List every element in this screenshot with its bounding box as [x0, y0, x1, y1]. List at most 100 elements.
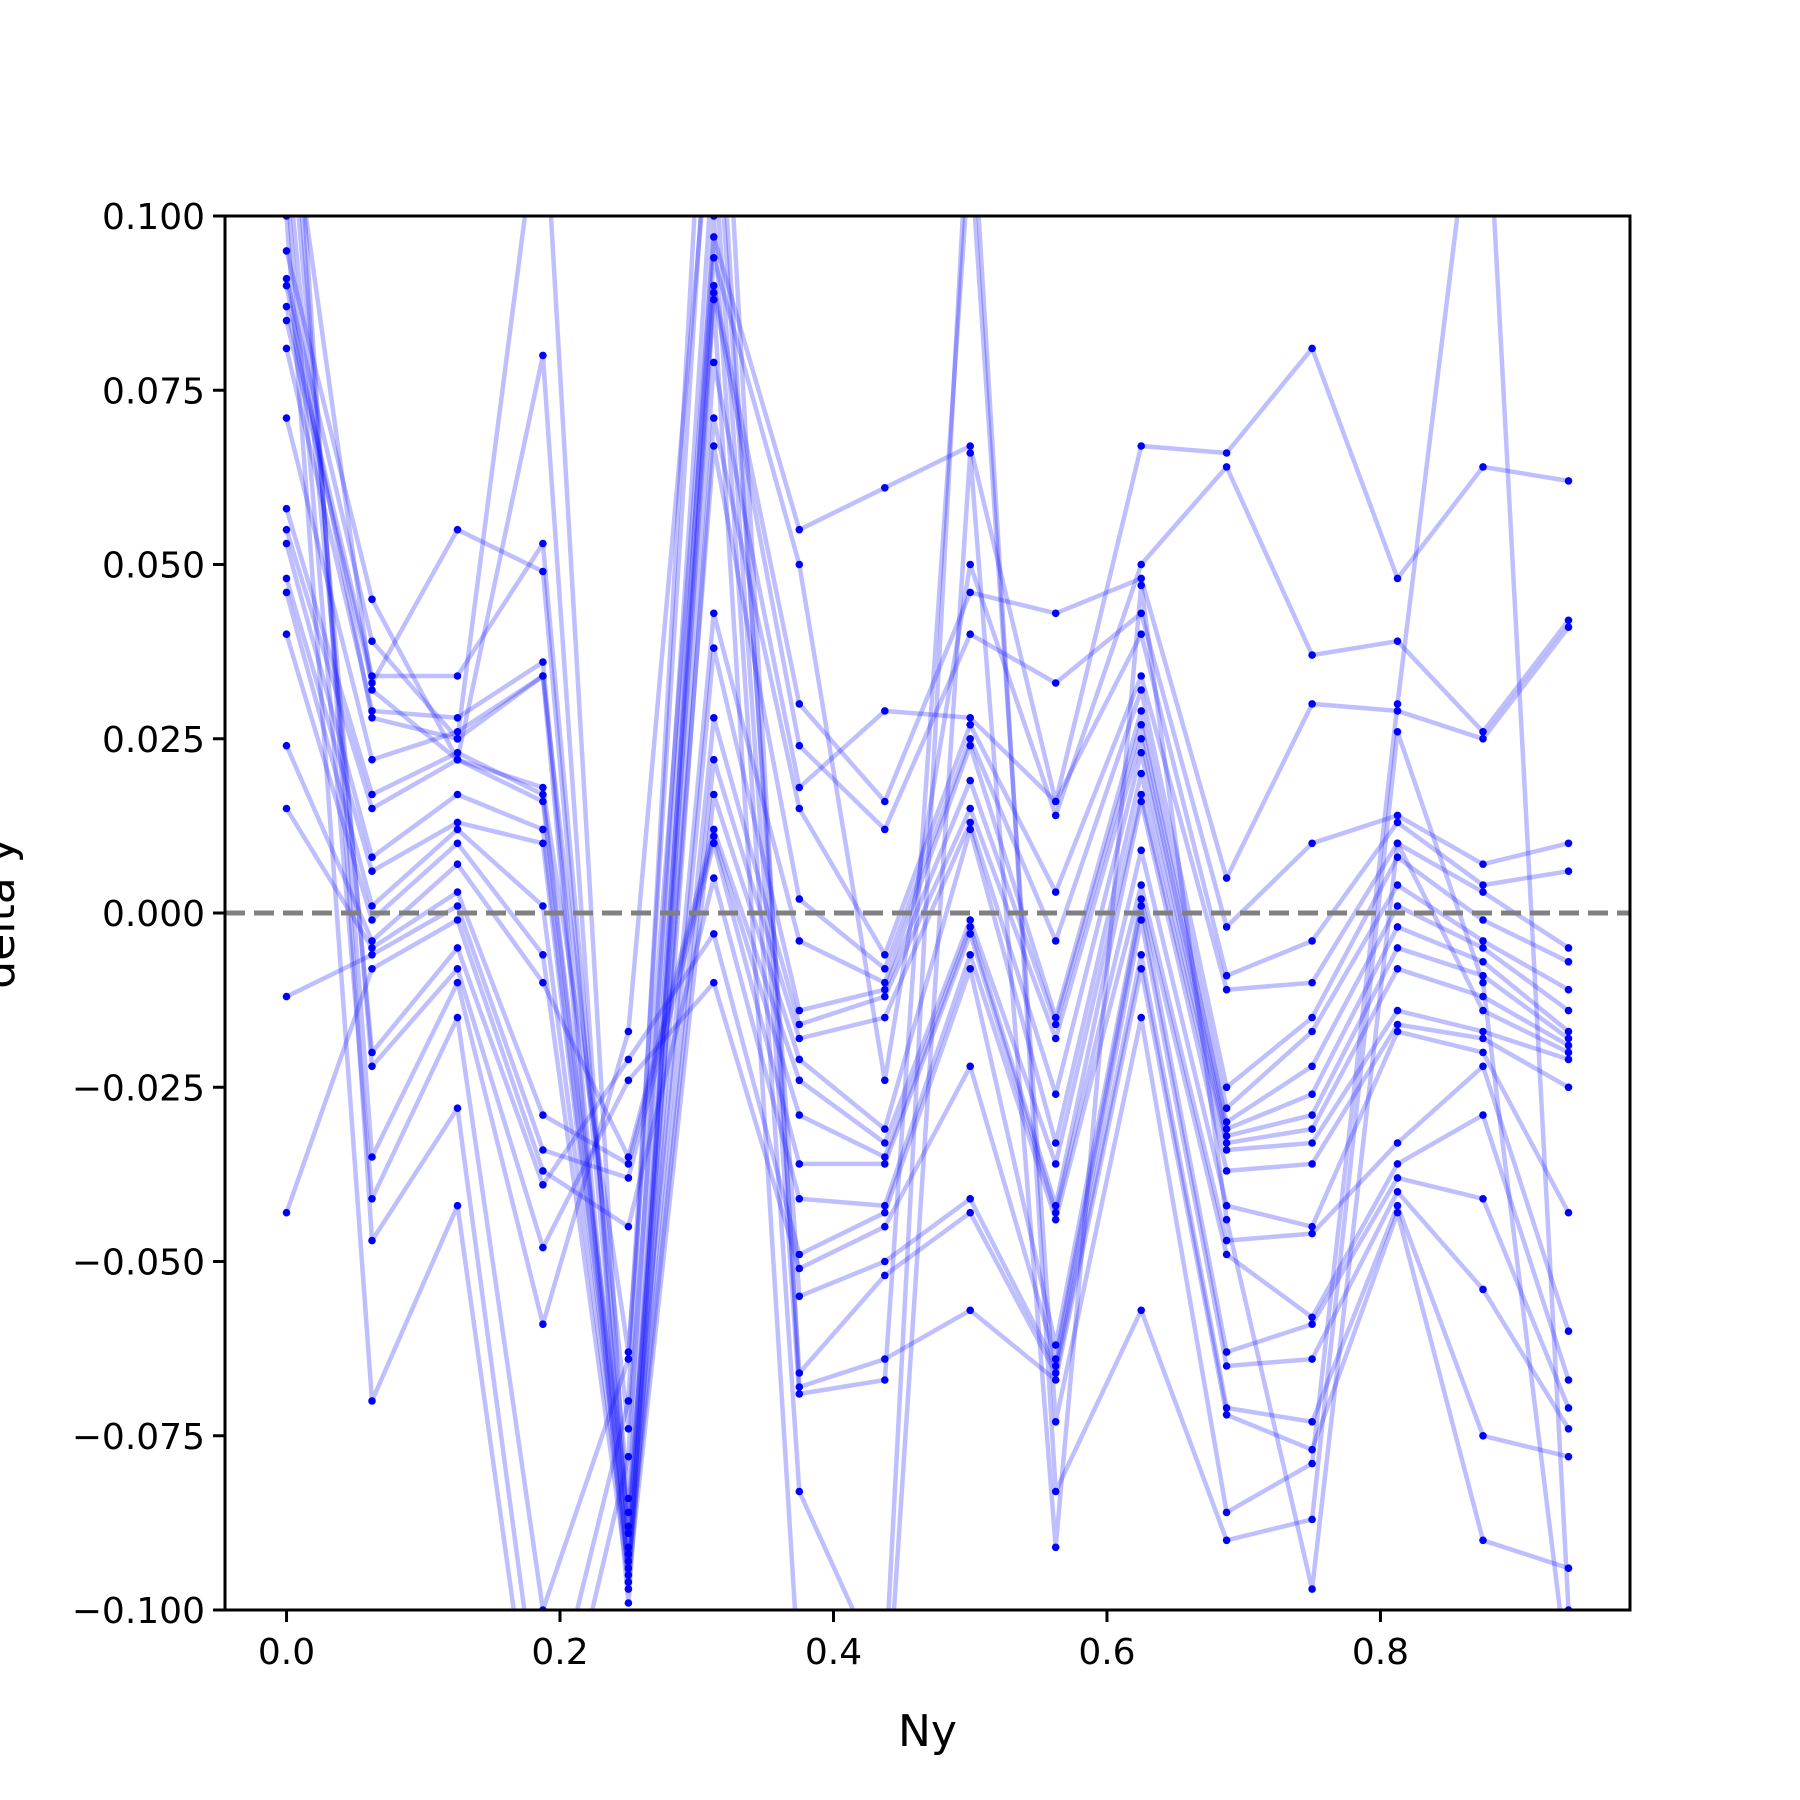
- data-point: [1137, 797, 1145, 806]
- data-point: [1137, 748, 1145, 757]
- data-point: [1222, 1348, 1231, 1356]
- data-point: [1137, 672, 1145, 680]
- series-line: [284, 577, 1570, 1564]
- data-point: [282, 344, 291, 353]
- series-line: [284, 443, 1570, 1515]
- data-point: [1479, 971, 1487, 980]
- data-point: [966, 560, 974, 569]
- data-point: [282, 281, 291, 290]
- data-point: [282, 525, 291, 534]
- data-point: [1051, 937, 1060, 945]
- data-point: [966, 1195, 974, 1203]
- data-point: [795, 804, 804, 813]
- data-point: [710, 790, 718, 799]
- data-point: [966, 1208, 974, 1217]
- data-point: [1051, 1215, 1060, 1224]
- data-point: [795, 1383, 804, 1391]
- data-point: [966, 804, 974, 813]
- series-line: [284, 799, 1570, 1208]
- data-point: [453, 839, 462, 848]
- series-7: [282, 442, 1573, 1517]
- data-point: [881, 985, 889, 994]
- data-point: [1137, 686, 1145, 694]
- data-point: [624, 1543, 633, 1552]
- data-point: [453, 825, 462, 834]
- data-point: [1393, 1020, 1402, 1029]
- data-point: [1564, 477, 1573, 485]
- data-point: [1479, 888, 1487, 896]
- data-point: [710, 825, 718, 834]
- data-point: [710, 874, 718, 882]
- series-line: [284, 216, 1571, 1610]
- data-point: [624, 1571, 633, 1579]
- y-tick-label: −0.050: [72, 1243, 205, 1284]
- data-point: [710, 288, 718, 297]
- data-point: [539, 951, 547, 959]
- data-point: [1308, 651, 1316, 659]
- data-point: [1222, 1362, 1231, 1370]
- data-point: [1393, 637, 1402, 645]
- data-point: [368, 1236, 376, 1245]
- data-point: [1137, 846, 1145, 855]
- x-tick-label: 0.6: [1078, 1632, 1135, 1673]
- data-point: [795, 1111, 804, 1119]
- series-line: [284, 283, 1571, 1501]
- data-point: [881, 1376, 889, 1384]
- data-point: [966, 449, 974, 457]
- series-15: [282, 839, 1573, 1231]
- data-point: [1222, 985, 1231, 994]
- data-point: [368, 902, 376, 910]
- series-line: [287, 216, 1570, 1610]
- data-point: [1051, 1543, 1060, 1552]
- data-point: [1479, 1034, 1487, 1043]
- data-point: [368, 686, 376, 694]
- data-point: [453, 672, 462, 680]
- data-point: [795, 1160, 804, 1168]
- data-point: [1564, 867, 1573, 875]
- data-point: [1222, 1083, 1231, 1092]
- data-point: [1222, 1125, 1231, 1133]
- data-point: [453, 714, 462, 722]
- data-point: [1564, 1327, 1573, 1335]
- data-point: [1479, 860, 1487, 868]
- data-point: [1137, 581, 1145, 590]
- data-point: [966, 1062, 974, 1071]
- data-point: [795, 1390, 804, 1398]
- data-point: [1308, 1355, 1316, 1363]
- data-point: [1222, 1536, 1231, 1545]
- data-point: [881, 951, 889, 959]
- data-point: [1564, 1452, 1573, 1461]
- data-point: [624, 1508, 633, 1517]
- data-point: [1222, 1201, 1231, 1210]
- data-point: [966, 630, 974, 638]
- series-20: [287, 216, 1573, 1610]
- data-point: [624, 1522, 633, 1531]
- data-point: [368, 1153, 376, 1161]
- data-point: [1051, 888, 1060, 896]
- data-point: [539, 1146, 547, 1154]
- data-point: [966, 916, 974, 924]
- series-1: [282, 233, 1573, 1356]
- data-point: [1393, 881, 1402, 889]
- data-point: [881, 965, 889, 973]
- data-point: [1051, 811, 1060, 820]
- data-point: [710, 358, 718, 367]
- data-point: [624, 1397, 633, 1405]
- data-point: [710, 281, 718, 290]
- data-point: [453, 965, 462, 973]
- data-point: [710, 832, 718, 841]
- data-point: [539, 790, 547, 799]
- data-point: [1222, 1236, 1231, 1245]
- data-point: [282, 992, 291, 1001]
- data-point: [881, 1013, 889, 1022]
- data-point: [795, 1020, 804, 1029]
- data-point: [539, 1181, 547, 1189]
- data-point: [1564, 1055, 1573, 1064]
- data-point: [368, 1397, 376, 1405]
- data-point: [881, 1208, 889, 1217]
- series-19: [299, 216, 1573, 1433]
- data-point: [368, 1062, 376, 1071]
- data-point: [368, 1048, 376, 1057]
- data-point: [710, 714, 718, 722]
